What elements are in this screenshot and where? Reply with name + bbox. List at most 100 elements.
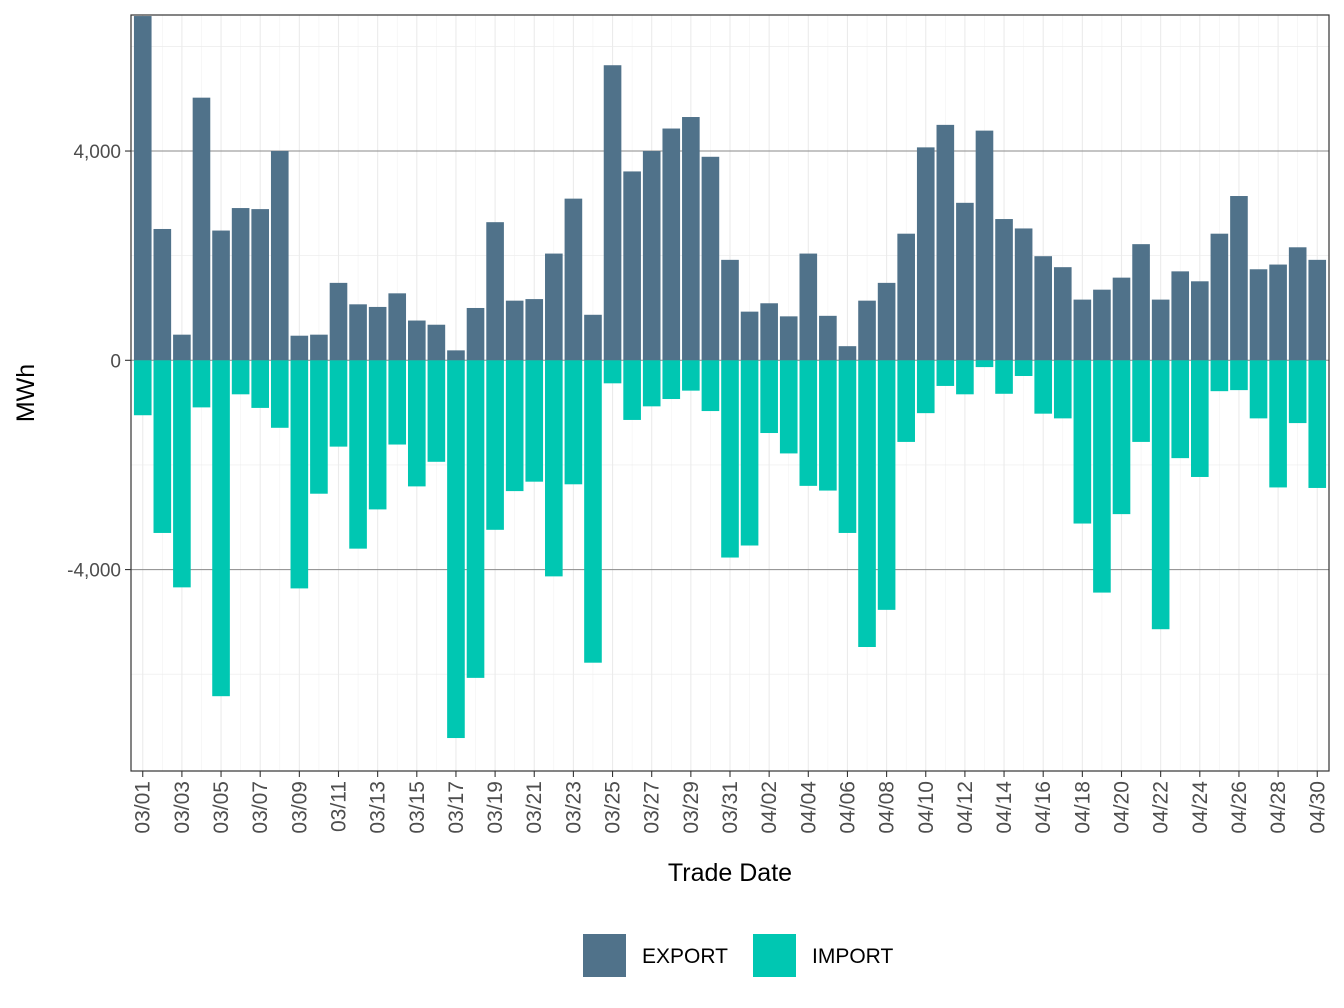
export-bar-03-15: [407, 320, 426, 361]
x-tick-label: 04/10: [915, 781, 938, 834]
import-bar-03-15: [407, 360, 426, 487]
x-tick-label: 03/29: [680, 781, 703, 834]
import-bar-04-02: [760, 360, 778, 434]
import-bar-04-11: [936, 360, 955, 386]
import-bar-04-28: [1269, 360, 1287, 488]
import-bar-03-24: [584, 360, 602, 663]
export-bar-04-04: [799, 253, 818, 361]
y-tick-label: 4,000: [73, 142, 121, 163]
legend-label-export: EXPORT: [642, 945, 728, 968]
export-bar-03-10: [310, 334, 328, 361]
x-tick-label: 04/06: [836, 781, 859, 834]
import-bar-03-03: [173, 360, 191, 588]
export-bar-03-21: [525, 299, 544, 361]
import-bar-03-06: [231, 360, 250, 395]
export-bar-03-23: [564, 198, 583, 361]
import-bar-03-08: [270, 360, 289, 428]
export-bar-03-22: [545, 253, 563, 361]
export-bar-04-27: [1249, 269, 1268, 361]
import-bar-03-30: [701, 360, 720, 412]
export-bar-04-13: [975, 130, 994, 361]
export-bar-04-23: [1171, 271, 1190, 361]
x-tick-label: 04/22: [1150, 781, 1173, 834]
import-bar-04-23: [1171, 360, 1190, 459]
export-bar-03-12: [349, 304, 367, 361]
x-tick-label: 03/13: [367, 781, 390, 834]
import-bar-04-12: [956, 360, 974, 395]
import-bar-04-10: [916, 360, 935, 414]
import-bar-04-14: [995, 360, 1013, 394]
import-bar-04-03: [779, 360, 798, 454]
x-tick-label: 03/15: [406, 781, 429, 834]
import-bar-04-17: [1053, 360, 1072, 419]
x-tick-label: 03/11: [327, 781, 350, 832]
import-bar-03-13: [368, 360, 387, 510]
export-bar-04-20: [1112, 277, 1131, 361]
export-bar-04-03: [779, 316, 798, 361]
export-bar-03-30: [701, 156, 720, 361]
export-bar-04-30: [1308, 259, 1327, 361]
x-tick-label: 04/26: [1228, 781, 1251, 834]
import-bar-03-31: [721, 360, 739, 558]
export-bar-03-26: [623, 171, 641, 361]
y-axis: -4,000 0 4,000: [67, 142, 131, 582]
export-bar-04-19: [1093, 289, 1111, 361]
x-tick-label: 03/25: [602, 781, 625, 834]
import-bar-03-22: [545, 360, 563, 577]
import-bar-03-09: [290, 360, 309, 589]
import-bar-03-05: [212, 360, 230, 697]
export-bar-03-29: [682, 117, 700, 361]
export-bar-03-03: [173, 334, 191, 361]
import-bar-04-30: [1308, 360, 1327, 488]
import-bar-03-26: [623, 360, 641, 420]
import-bar-04-26: [1230, 360, 1248, 391]
export-bar-03-13: [368, 306, 387, 361]
export-bar-03-06: [231, 208, 250, 361]
import-bar-04-18: [1073, 360, 1092, 524]
export-bar-04-11: [936, 124, 955, 361]
export-bar-03-27: [642, 151, 661, 361]
import-bar-03-11: [329, 360, 348, 447]
x-tick-label: 04/24: [1189, 781, 1212, 834]
y-axis-title: MWh: [12, 364, 40, 422]
import-bar-03-07: [251, 360, 270, 408]
x-tick-label: 03/23: [562, 781, 585, 834]
export-bar-04-22: [1151, 299, 1170, 361]
x-tick-label: 04/12: [954, 781, 977, 834]
export-bar-04-05: [819, 315, 837, 361]
export-bar-04-07: [858, 300, 876, 361]
export-bar-04-06: [838, 346, 857, 361]
import-bar-03-20: [505, 360, 524, 492]
export-bar-03-16: [427, 324, 446, 361]
export-bar-04-18: [1073, 299, 1092, 361]
x-tick-label: 03/03: [171, 781, 194, 834]
import-bar-03-10: [310, 360, 328, 494]
x-tick-label: 03/07: [249, 781, 272, 834]
x-axis: 03/01 03/03 03/05 03/07 03/09 03/11 03/13 03/15…: [132, 771, 1329, 834]
import-bar-03-23: [564, 360, 583, 485]
legend-swatch-import: [753, 934, 796, 977]
export-bar-04-24: [1190, 281, 1209, 361]
export-bar-04-17: [1053, 267, 1072, 361]
export-bar-03-08: [270, 151, 289, 361]
x-tick-label: 04/02: [758, 781, 781, 834]
legend: EXPORT IMPORT: [583, 934, 893, 977]
x-axis-title: Trade Date: [668, 859, 792, 887]
import-bar-03-28: [662, 360, 681, 400]
export-bar-04-15: [1014, 228, 1033, 361]
import-bar-03-01: [133, 360, 152, 416]
import-bar-03-17: [447, 360, 465, 739]
import-bar-04-13: [975, 360, 994, 368]
import-bar-04-08: [877, 360, 896, 610]
import-bar-04-22: [1151, 360, 1170, 630]
import-bar-03-18: [466, 360, 485, 678]
import-bar-04-20: [1112, 360, 1131, 515]
legend-label-import: IMPORT: [812, 945, 893, 968]
export-bar-03-31: [721, 259, 739, 361]
export-bar-03-18: [466, 307, 485, 361]
export-bar-03-04: [192, 97, 211, 361]
import-bar-04-25: [1210, 360, 1229, 392]
import-bar-04-09: [897, 360, 915, 442]
